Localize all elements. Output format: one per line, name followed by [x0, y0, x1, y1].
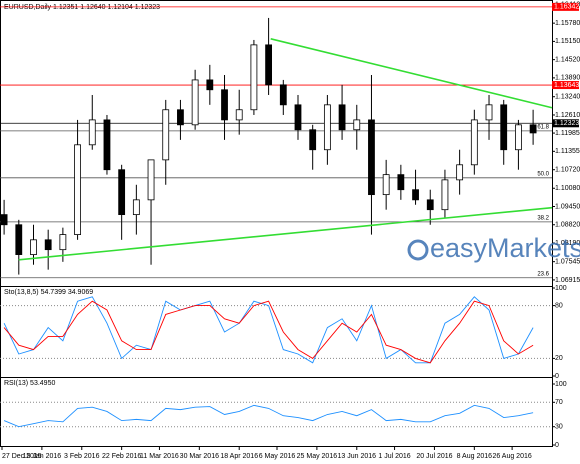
watermark-icon: [407, 239, 429, 261]
candle-body: [368, 119, 375, 196]
x-tick-label: 30 Mar 2016: [180, 453, 219, 460]
x-tick-label: 3 Feb 2016: [64, 453, 100, 460]
candle-body: [382, 174, 390, 196]
x-tick-label: 26 Aug 2016: [492, 453, 531, 460]
y-tick-label: 80: [555, 302, 563, 309]
candle-body: [177, 109, 184, 126]
candle-body: [44, 239, 52, 251]
chart-title: EURUSD,Daily 1.12351 1.12640 1.12104 1.1…: [4, 4, 160, 11]
candle-body: [412, 189, 419, 201]
current-price-box: [552, 119, 579, 128]
y-tick-label: 1.10080: [555, 185, 580, 192]
y-tick-label: 0: [555, 373, 559, 380]
candle-body: [441, 179, 449, 211]
indicator-line: [3, 296, 534, 364]
watermark: easyMarkets: [430, 233, 580, 263]
candle-body: [191, 79, 199, 126]
candle-body: [118, 169, 126, 216]
candle-body: [500, 104, 508, 151]
y-tick-label: 1.15780: [555, 20, 580, 27]
y-tick-label: 1.08190: [555, 240, 580, 247]
y-tick-label: 1.15150: [555, 38, 580, 45]
candle-body: [353, 119, 361, 131]
level-box: [552, 2, 579, 11]
level-box: [552, 81, 579, 90]
candle-body: [88, 119, 96, 146]
x-tick-label: 13 Jun 2016: [337, 453, 376, 460]
y-tick-label: 100: [555, 381, 567, 388]
candle-body: [162, 109, 170, 161]
y-tick-label: 20: [555, 355, 563, 362]
x-tick-label: 18 Apr 2016: [220, 453, 258, 460]
candle-body: [294, 104, 302, 131]
candle-body: [103, 119, 111, 171]
y-tick-label: 70: [555, 399, 563, 406]
candle-body: [250, 44, 258, 111]
y-tick-label: 1.11355: [555, 148, 580, 155]
candle-body: [30, 239, 37, 255]
indicator-line: [3, 300, 534, 364]
candle-body: [265, 44, 273, 86]
x-tick-label: 22 Feb 2016: [102, 453, 141, 460]
candle-body: [74, 144, 81, 235]
x-tick-label: 25 May 2016: [297, 453, 338, 460]
fib-label: 50.0: [537, 171, 549, 177]
x-tick-label: 1 Jul 2016: [378, 453, 410, 460]
x-tick-label: 27 Dec 2015: [2, 453, 42, 460]
y-tick-label: 0: [555, 442, 559, 449]
candle-body: [485, 104, 493, 121]
sto-title: Sto(13,8,5) 54.7399 34.9069: [4, 289, 93, 296]
candle-body: [15, 224, 23, 255]
candle-body: [132, 199, 140, 216]
y-tick-label: 100: [555, 285, 567, 292]
y-tick-label: 1.10720: [555, 167, 580, 174]
candle-body: [515, 124, 522, 151]
y-tick-label: 1.12610: [555, 112, 580, 119]
candle-body: [206, 79, 214, 91]
frame: [0, 0, 553, 447]
y-tick-label: 1.13240: [555, 94, 580, 101]
level-label: 1.13643: [554, 82, 579, 89]
candle-body: [309, 129, 317, 151]
x-tick-label: 8 Aug 2016: [457, 453, 493, 460]
fib-label: 61.8: [537, 124, 549, 130]
candle-body: [0, 214, 8, 226]
candle-body: [279, 84, 287, 106]
candle-body: [529, 124, 537, 134]
candle-body: [147, 159, 155, 201]
fib-label: 38.2: [537, 215, 549, 221]
y-tick-label: 1.07545: [555, 259, 580, 266]
candle-body: [456, 164, 464, 181]
y-tick-label: 1.09450: [555, 203, 580, 210]
x-tick-label: 20 Jul 2016: [416, 453, 452, 460]
current-price-label: 1.12323: [554, 120, 579, 127]
candle-body: [338, 104, 346, 131]
x-tick-label: 15 Jan 2016: [23, 453, 62, 460]
y-tick-label: 1.13890: [555, 75, 580, 82]
fib-label: 23.6: [537, 271, 549, 277]
y-tick-label: 1.14520: [555, 56, 580, 63]
x-tick-label: 6 May 2016: [259, 453, 296, 460]
indicator-line: [3, 404, 534, 428]
rsi-title: RSI(13) 53.4950: [4, 380, 55, 387]
candle-body: [323, 104, 331, 151]
trend-line: [270, 38, 553, 109]
x-tick-label: 11 Mar 2016: [140, 453, 179, 460]
candle-body: [470, 119, 478, 166]
candle-body: [397, 174, 405, 191]
y-tick-label: 1.08820: [555, 222, 580, 229]
y-tick-label: 1.06915: [555, 277, 580, 284]
y-tick-label: 1.11985: [555, 130, 580, 137]
trend-line: [18, 206, 553, 261]
level-label: 1.16342: [554, 4, 579, 11]
candle-body: [221, 89, 228, 121]
candle-body: [426, 199, 434, 211]
candle-body: [235, 109, 243, 121]
y-tick-label: 30: [555, 424, 563, 431]
candle-body: [59, 234, 67, 251]
